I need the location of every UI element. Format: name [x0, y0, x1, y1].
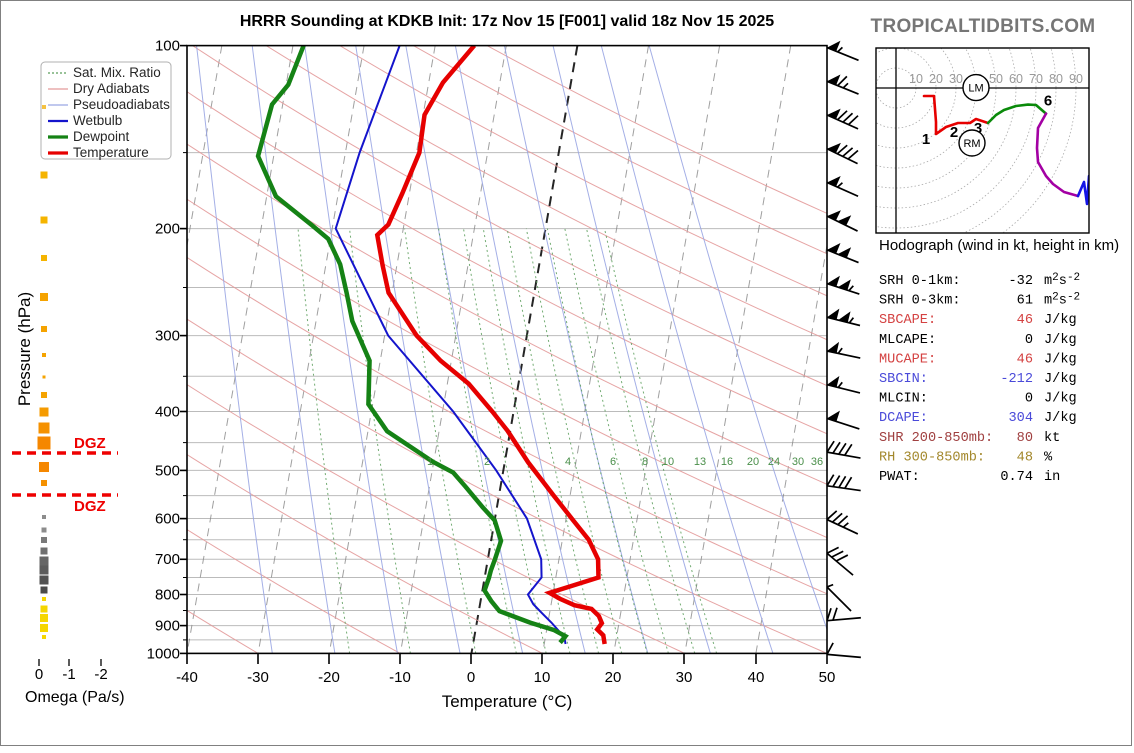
svg-text:90: 90: [1069, 72, 1083, 86]
svg-text:36: 36: [811, 456, 823, 468]
svg-text:Sat. Mix. Ratio: Sat. Mix. Ratio: [73, 65, 161, 80]
svg-text:46: 46: [1017, 352, 1033, 367]
svg-text:400: 400: [155, 404, 180, 421]
svg-text:80: 80: [1017, 431, 1033, 446]
svg-text:-1: -1: [62, 666, 75, 683]
svg-text:700: 700: [155, 551, 180, 568]
svg-text:HRRR Sounding at KDKB Init: 17: HRRR Sounding at KDKB Init: 17z Nov 15 […: [240, 13, 774, 30]
svg-text:LM: LM: [968, 83, 983, 95]
svg-text:20: 20: [605, 669, 622, 686]
svg-text:24: 24: [768, 456, 780, 468]
svg-text:in: in: [1044, 470, 1060, 485]
svg-text:0: 0: [467, 669, 475, 686]
svg-text:-20: -20: [318, 669, 340, 686]
svg-text:-30: -30: [247, 669, 269, 686]
svg-text:Pressure (hPa): Pressure (hPa): [15, 292, 34, 406]
svg-text:TROPICALTIDBITS.COM: TROPICALTIDBITS.COM: [871, 16, 1096, 37]
svg-text:J/kg: J/kg: [1044, 352, 1077, 367]
svg-text:6: 6: [1044, 93, 1052, 110]
svg-text:Pseudoadiabats: Pseudoadiabats: [73, 97, 170, 112]
svg-text:Omega (Pa/s): Omega (Pa/s): [25, 689, 125, 706]
svg-text:20: 20: [929, 72, 943, 86]
svg-text:61: 61: [1017, 294, 1033, 309]
svg-text:1: 1: [427, 456, 433, 468]
svg-text:40: 40: [748, 669, 765, 686]
svg-text:-2: -2: [94, 666, 107, 683]
svg-text:2: 2: [484, 456, 490, 468]
svg-text:0: 0: [35, 666, 43, 683]
svg-text:900: 900: [155, 618, 180, 635]
svg-text:m2s-2: m2s-2: [1044, 272, 1080, 289]
svg-text:9: 9: [1096, 182, 1104, 199]
svg-text:0.74: 0.74: [1000, 470, 1033, 485]
svg-text:J/kg: J/kg: [1044, 333, 1077, 348]
svg-text:10: 10: [662, 456, 674, 468]
svg-text:200: 200: [155, 221, 180, 238]
svg-text:Temperature: Temperature: [73, 145, 149, 160]
svg-text:J/kg: J/kg: [1044, 392, 1077, 407]
svg-text:MLCIN:: MLCIN:: [879, 392, 928, 407]
svg-text:800: 800: [155, 587, 180, 604]
svg-text:DGZ: DGZ: [74, 435, 106, 452]
svg-text:70: 70: [1029, 72, 1043, 86]
svg-text:kt: kt: [1044, 431, 1060, 446]
svg-text:1000: 1000: [147, 646, 180, 663]
svg-text:SRH 0-3km:: SRH 0-3km:: [879, 294, 961, 309]
svg-text:16: 16: [721, 456, 733, 468]
svg-text:-212: -212: [1000, 372, 1033, 387]
svg-text:30: 30: [676, 669, 693, 686]
svg-text:SRH 0-1km:: SRH 0-1km:: [879, 274, 961, 289]
svg-text:6: 6: [610, 456, 616, 468]
svg-text:Wetbulb: Wetbulb: [73, 113, 122, 128]
svg-text:50: 50: [989, 72, 1003, 86]
svg-text:Dry Adiabats: Dry Adiabats: [73, 81, 150, 96]
svg-text:J/kg: J/kg: [1044, 411, 1077, 426]
svg-text:J/kg: J/kg: [1044, 372, 1077, 387]
svg-text:-40: -40: [176, 669, 198, 686]
svg-text:30: 30: [792, 456, 804, 468]
svg-text:13: 13: [694, 456, 706, 468]
svg-text:300: 300: [155, 328, 180, 345]
svg-text:J/kg: J/kg: [1044, 313, 1077, 328]
svg-text:SHR 200-850mb:: SHR 200-850mb:: [879, 431, 993, 446]
svg-text:Dewpoint: Dewpoint: [73, 129, 130, 144]
svg-text:-32: -32: [1009, 274, 1033, 289]
svg-text:RM: RM: [963, 138, 980, 150]
svg-text:0: 0: [1025, 333, 1033, 348]
svg-text:60: 60: [1009, 72, 1023, 86]
svg-text:SBCIN:: SBCIN:: [879, 372, 928, 387]
svg-text:600: 600: [155, 511, 180, 528]
svg-text:m2s-2: m2s-2: [1044, 292, 1080, 309]
svg-text:1: 1: [922, 131, 930, 148]
svg-text:10: 10: [909, 72, 923, 86]
svg-text:MUCAPE:: MUCAPE:: [879, 352, 936, 367]
svg-text:2: 2: [950, 124, 958, 141]
svg-text:DGZ: DGZ: [74, 498, 106, 515]
svg-text:PWAT:: PWAT:: [879, 470, 920, 485]
svg-text:%: %: [1044, 450, 1053, 465]
svg-text:20: 20: [747, 456, 759, 468]
svg-text:100: 100: [155, 38, 180, 55]
svg-text:30: 30: [949, 72, 963, 86]
svg-text:10: 10: [534, 669, 551, 686]
svg-text:RH 300-850mb:: RH 300-850mb:: [879, 450, 985, 465]
svg-text:304: 304: [1009, 411, 1033, 426]
svg-text:MLCAPE:: MLCAPE:: [879, 333, 936, 348]
svg-text:Temperature (°C): Temperature (°C): [442, 692, 573, 711]
svg-text:8: 8: [642, 456, 648, 468]
svg-text:SBCAPE:: SBCAPE:: [879, 313, 936, 328]
svg-text:Hodograph (wind in kt, height: Hodograph (wind in kt, height in km): [879, 237, 1119, 254]
svg-text:48: 48: [1017, 450, 1033, 465]
svg-text:0: 0: [1025, 392, 1033, 407]
svg-text:DCAPE:: DCAPE:: [879, 411, 928, 426]
svg-text:4: 4: [565, 456, 571, 468]
svg-text:80: 80: [1049, 72, 1063, 86]
svg-text:500: 500: [155, 463, 180, 480]
svg-text:-10: -10: [389, 669, 411, 686]
svg-text:46: 46: [1017, 313, 1033, 328]
svg-text:50: 50: [819, 669, 836, 686]
